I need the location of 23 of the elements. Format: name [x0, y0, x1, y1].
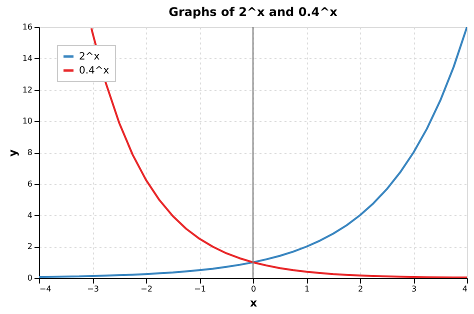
- y-axis-title: y: [6, 149, 20, 157]
- x-tick-label: 3: [411, 284, 417, 294]
- x-tick-label: −1: [194, 284, 206, 294]
- chart-title: Graphs of 2^x and 0.4^x: [168, 5, 338, 19]
- y-tick-label: 0: [27, 274, 32, 282]
- x-tick-label: −4: [40, 284, 52, 294]
- y-tick-label: 2: [27, 242, 32, 252]
- y-tick-label: 16: [22, 22, 32, 32]
- x-tick-label: 1: [304, 284, 310, 294]
- y-tick-label: 14: [22, 54, 32, 63]
- x-tick-label: 2: [358, 284, 364, 294]
- x-tick-label: −3: [87, 284, 99, 294]
- x-tick-label: 4: [462, 284, 468, 294]
- y-tick-label: 12: [22, 85, 32, 94]
- x-tick-label: −2: [140, 284, 152, 294]
- y-tick-label: 10: [22, 116, 32, 126]
- y-tick-label: 8: [27, 148, 32, 157]
- x-axis-title: x: [250, 296, 258, 310]
- legend-label: 2^x: [79, 52, 100, 62]
- legend-label: 0.4^x: [79, 66, 110, 76]
- x-tick-label: 0: [250, 284, 256, 294]
- y-tick-label: 6: [27, 179, 32, 188]
- y-tick-label: 4: [27, 210, 32, 220]
